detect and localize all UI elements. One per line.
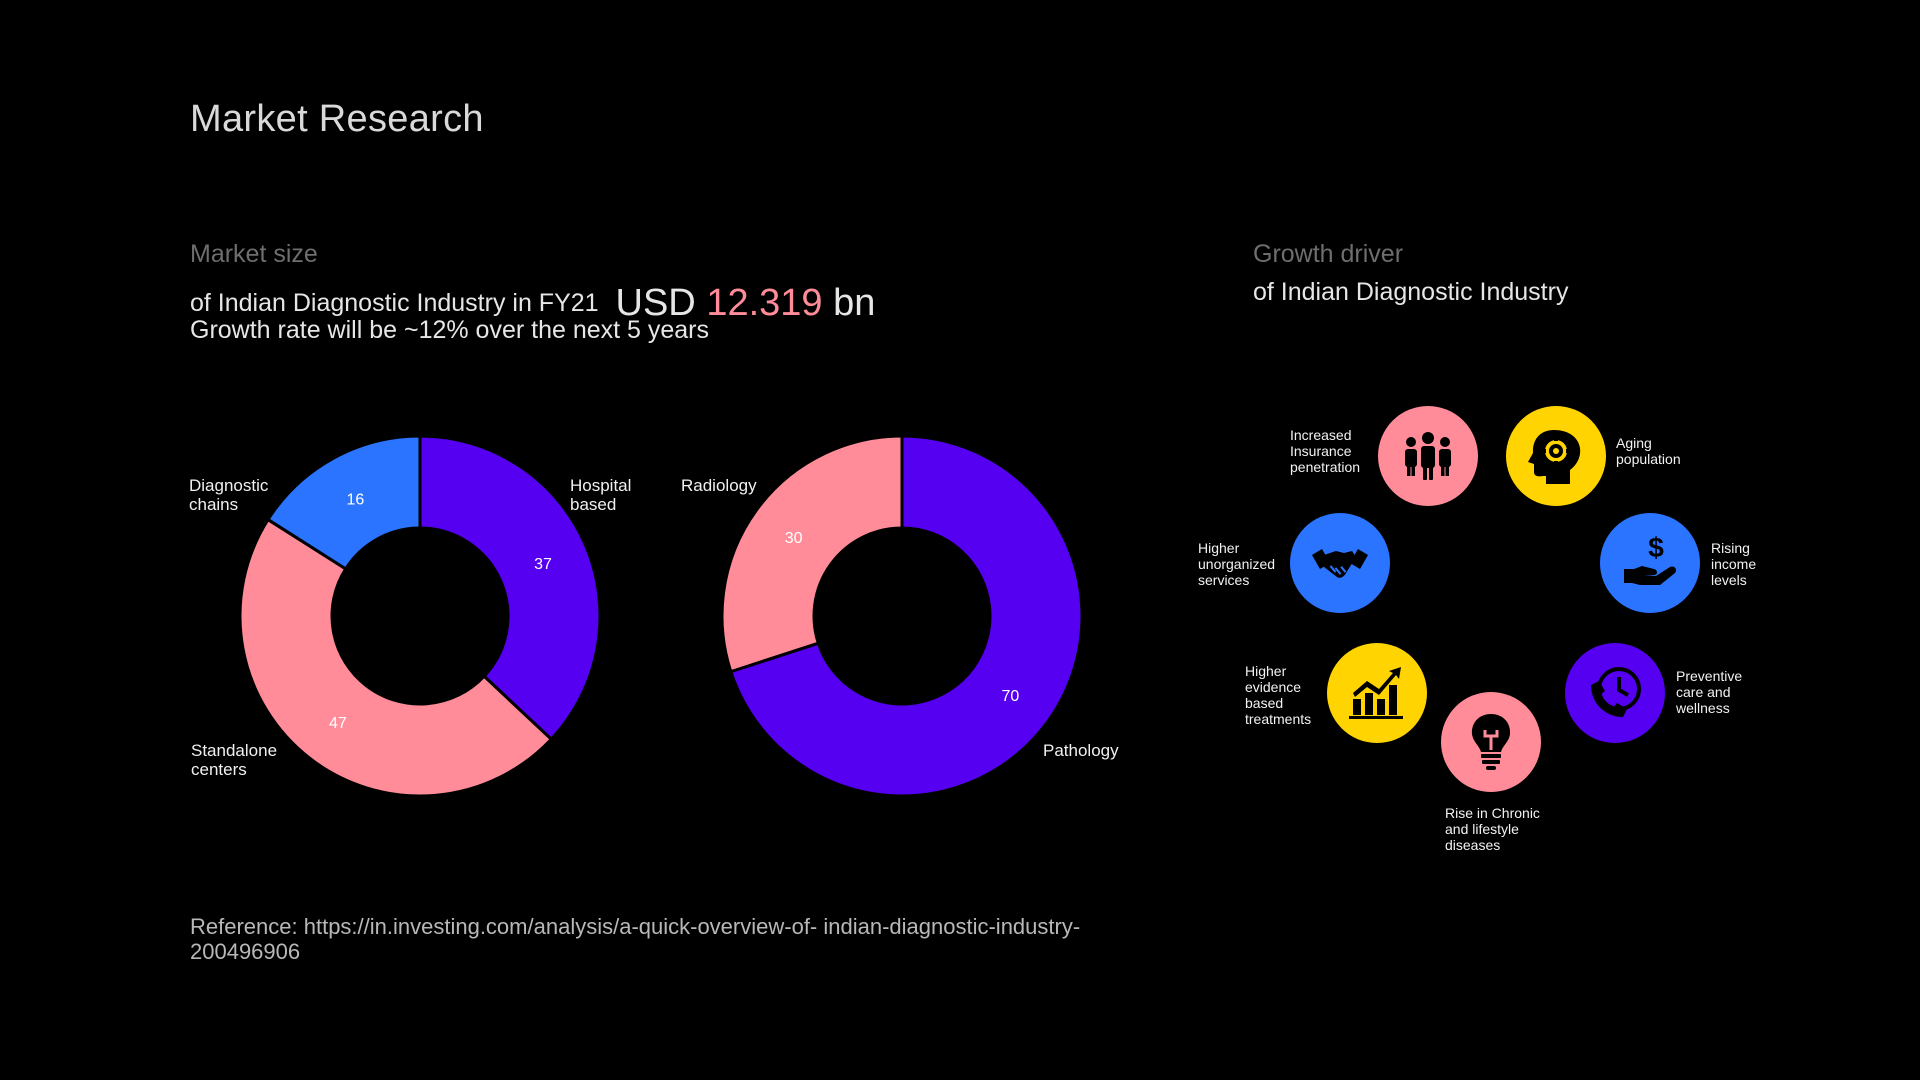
growth-driver-subtitle: of Indian Diagnostic Industry — [1253, 278, 1569, 306]
driver-preventive — [1565, 643, 1665, 743]
driver-label-aging: Aging population — [1616, 435, 1681, 467]
data-label-diagnostic-chains: 16 — [347, 492, 365, 509]
legend-label-hospital-based: Hospital based — [570, 476, 632, 514]
hand-dollar-icon: $ — [1624, 533, 1677, 585]
data-label-hospital-based: 37 — [534, 556, 552, 573]
data-label-pathology: 70 — [1002, 688, 1020, 705]
donut-chart-provider-type: 37 47 16 — [238, 434, 602, 798]
growth-driver-heading: Growth driver — [1253, 240, 1404, 268]
donut-chart-segment-type: 70 30 — [720, 434, 1084, 798]
driver-aging — [1506, 406, 1606, 506]
data-label-radiology: 30 — [785, 530, 803, 547]
driver-chronic — [1441, 692, 1541, 792]
driver-label-unorganized: Higher unorganized services — [1198, 540, 1276, 588]
donut-slice-hospital-based — [418, 434, 602, 741]
svg-text:$: $ — [1648, 533, 1664, 563]
driver-income: $ — [1600, 513, 1700, 613]
donut-slice-radiology — [720, 434, 904, 674]
legend-label-diagnostic-chains: Diagnostic chains — [189, 476, 269, 514]
driver-label-evidence: Higher evidence based treatments — [1245, 663, 1312, 727]
market-size-heading: Market size — [190, 240, 318, 268]
legend-label-pathology: Pathology — [1043, 741, 1119, 760]
driver-label-income: Rising income levels — [1711, 540, 1757, 588]
head-gear-icon — [1528, 430, 1581, 484]
growth-chart-icon — [1349, 667, 1403, 719]
lightbulb-icon — [1471, 714, 1511, 770]
driver-label-chronic: Rise in Chronic and lifestyle diseases — [1445, 805, 1540, 853]
driver-label-preventive: Preventive care and wellness — [1676, 668, 1743, 716]
usd-label: USD — [615, 282, 696, 324]
driver-evidence — [1327, 643, 1427, 743]
market-size-subtitle: of Indian Diagnostic Industry in FY21 US… — [190, 278, 876, 324]
donut-slice-diagnostic-chains — [266, 434, 422, 571]
reference-text: Reference: https://in.investing.com/anal… — [190, 914, 1081, 964]
market-size-subtitle-prefix: of Indian Diagnostic Industry in FY21 — [190, 289, 599, 317]
driver-label-insurance: Increased Insurance penetration — [1290, 427, 1361, 475]
market-size-amount: 12.319 — [706, 282, 823, 324]
legend-label-radiology: Radiology — [681, 476, 757, 495]
growth-rate-text: Growth rate will be ~12% over the next 5… — [190, 316, 710, 344]
page-title: Market Research — [190, 98, 484, 140]
driver-unorganized — [1290, 513, 1390, 613]
data-label-standalone-centers: 47 — [329, 715, 347, 732]
donut-slice-pathology — [729, 434, 1084, 798]
people-group-icon — [1405, 432, 1451, 480]
donut-slice-standalone-centers — [238, 518, 553, 798]
driver-insurance — [1378, 406, 1478, 506]
legend-label-standalone-centers: Standalone centers — [191, 741, 278, 779]
handshake-icon — [1312, 549, 1368, 578]
phone-clock-icon — [1591, 667, 1641, 717]
market-size-value: USD 12.319 bn — [616, 282, 876, 324]
market-size-unit: bn — [833, 282, 876, 324]
